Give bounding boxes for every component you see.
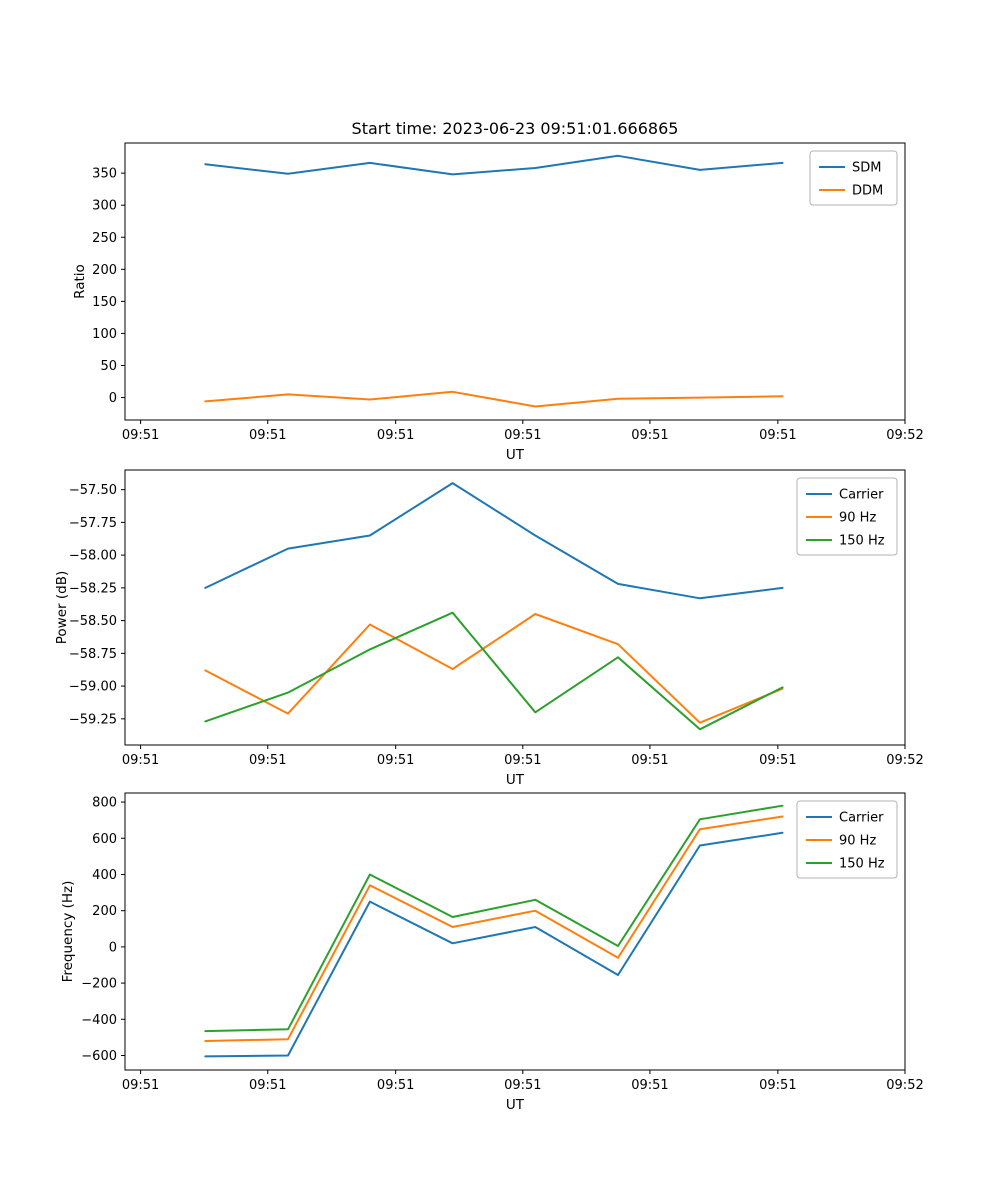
legend-label: 90 Hz: [839, 511, 876, 526]
x-tick-label: 09:51: [122, 753, 159, 768]
series-line-carrier: [204, 482, 784, 600]
y-tick-label: 250: [92, 231, 117, 246]
axes-border: [124, 469, 906, 746]
axes-border: [124, 142, 906, 421]
legend-label: DDM: [852, 184, 883, 199]
series-line-90-hz: [204, 815, 784, 1042]
chart-title: Start time: 2023-06-23 09:51:01.666865: [351, 119, 679, 138]
series-line-sdm: [204, 154, 784, 176]
x-axis-label: UT: [506, 447, 525, 460]
y-tick-label: 0: [109, 391, 117, 406]
legend-label: Carrier: [839, 811, 884, 826]
y-tick-label: −400: [81, 1013, 117, 1028]
y-tick-label: 50: [100, 359, 117, 374]
series-line-ddm: [204, 390, 784, 408]
x-tick-label: 09:51: [631, 1078, 668, 1093]
y-axis-label: Frequency (Hz): [60, 881, 76, 983]
series-line-90-hz: [204, 613, 784, 724]
legend-box: [796, 800, 898, 879]
y-tick-label: −57.75: [69, 516, 117, 531]
series-line-carrier: [204, 831, 784, 1058]
y-tick-label: 600: [92, 832, 117, 847]
y-tick-label: 200: [92, 263, 117, 278]
x-tick-label: 09:51: [249, 753, 286, 768]
x-tick-label: 09:51: [377, 428, 414, 443]
y-tick-label: 200: [92, 904, 117, 919]
ratio-chart: 0 50 100 150 200 250 300 350 09:51 09:51 09:51 09:5…: [72, 142, 924, 460]
x-axis-label: UT: [506, 1097, 525, 1113]
y-tick-label: −600: [81, 1049, 117, 1064]
x-tick-label: 09:51: [759, 1078, 796, 1093]
series-line-150-hz: [204, 611, 784, 731]
x-tick-label: 09:51: [759, 428, 796, 443]
x-tick-label: 09:51: [504, 753, 541, 768]
legend-label: Carrier: [839, 488, 884, 503]
x-tick-label: 09:52: [886, 753, 923, 768]
legend-label: 90 Hz: [839, 834, 876, 849]
y-tick-label: −59.00: [69, 680, 117, 695]
x-tick-label: 09:51: [759, 753, 796, 768]
x-axis-label: UT: [506, 772, 525, 785]
y-tick-label: −58.50: [69, 614, 117, 629]
x-tick-label: 09:51: [249, 1078, 286, 1093]
y-tick-label: 0: [109, 940, 117, 955]
y-tick-label: 400: [92, 868, 117, 883]
y-axis-label: Ratio: [72, 264, 88, 299]
x-tick-label: 09:51: [249, 428, 286, 443]
legend-label: 150 Hz: [839, 857, 885, 872]
y-tick-label: 150: [92, 295, 117, 310]
x-tick-label: 09:51: [631, 753, 668, 768]
y-tick-label: −59.25: [69, 712, 117, 727]
y-axis-label: Power (dB): [54, 571, 70, 644]
y-tick-label: 350: [92, 167, 117, 182]
x-tick-label: 09:51: [122, 1078, 159, 1093]
legend-box: [809, 150, 898, 206]
y-tick-label: −200: [81, 977, 117, 992]
y-tick-label: −58.00: [69, 549, 117, 564]
x-tick-label: 09:52: [886, 1078, 923, 1093]
y-tick-label: 300: [92, 199, 117, 214]
y-tick-label: 100: [92, 327, 117, 342]
series-line-150-hz: [204, 804, 784, 1033]
x-tick-label: 09:51: [122, 428, 159, 443]
y-tick-label: −58.75: [69, 647, 117, 662]
legend-label: 150 Hz: [839, 534, 885, 549]
axes-border: [124, 792, 906, 1071]
y-tick-label: −58.25: [69, 581, 117, 596]
y-tick-label: −57.50: [69, 483, 117, 498]
y-tick-label: 800: [92, 796, 117, 811]
legend-box: [796, 477, 898, 556]
legend-label: SDM: [852, 161, 881, 176]
x-tick-label: 09:51: [504, 1078, 541, 1093]
x-tick-label: 09:51: [631, 428, 668, 443]
x-tick-label: 09:52: [886, 428, 923, 443]
x-tick-label: 09:51: [377, 753, 414, 768]
x-tick-label: 09:51: [377, 1078, 414, 1093]
x-tick-label: 09:51: [504, 428, 541, 443]
power-chart: −59.25 −59.00 −58.75 −58.50 −58.25 −58.00 −57.…: [54, 469, 924, 785]
frequency-chart: −600 −400 −200 0 200 400 600 800 09:51 09:51 09:51…: [60, 792, 924, 1113]
